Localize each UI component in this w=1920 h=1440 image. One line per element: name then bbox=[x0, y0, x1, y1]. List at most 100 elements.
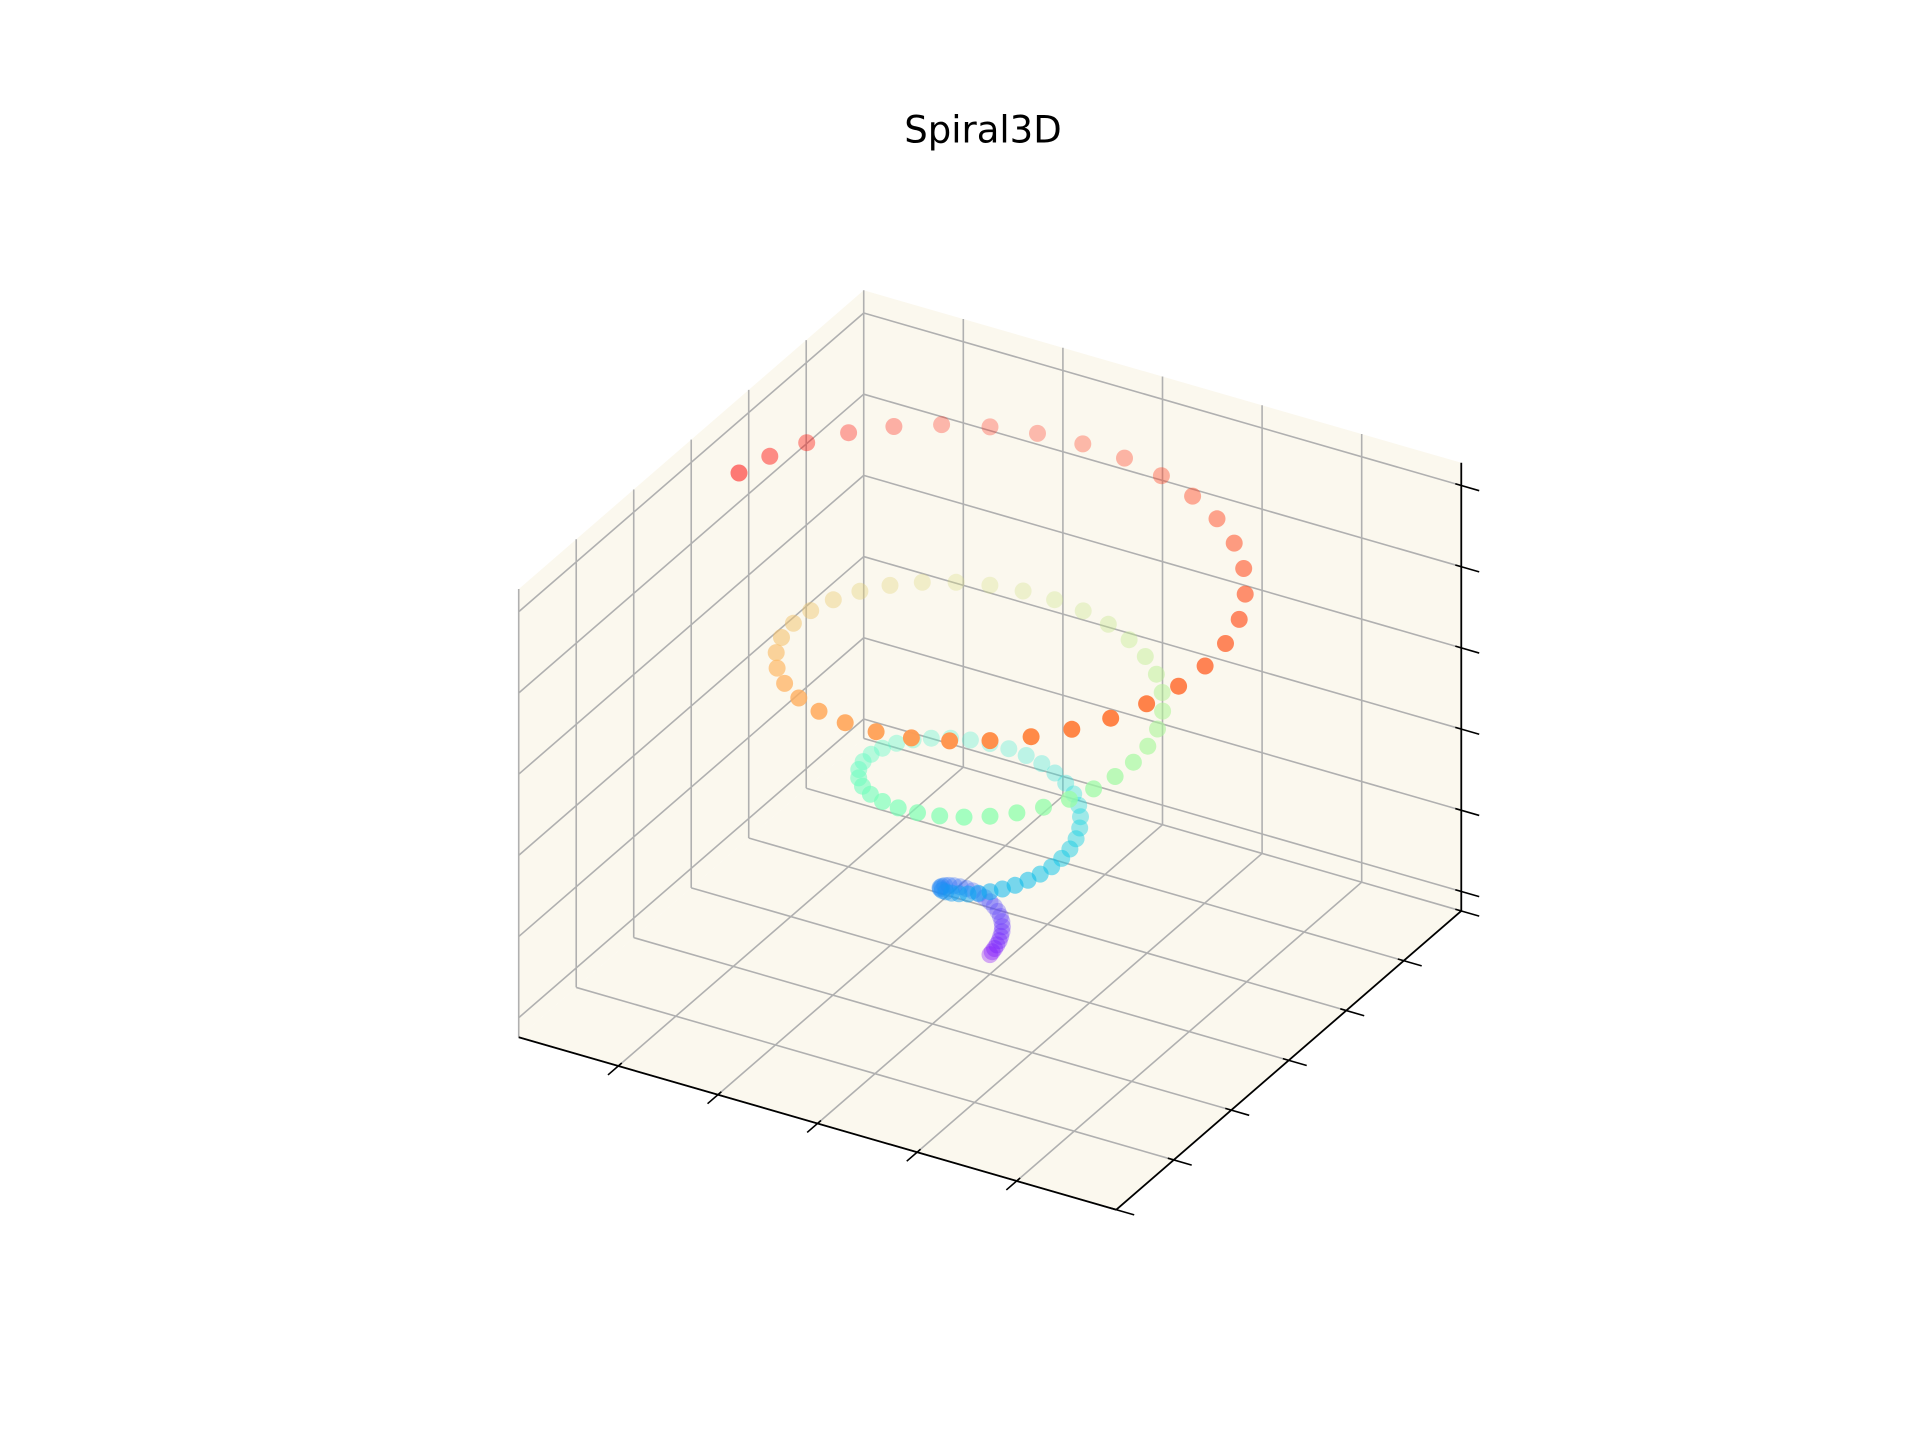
point bbox=[1006, 876, 1024, 894]
grid-line bbox=[690, 887, 1290, 1062]
point bbox=[1116, 449, 1133, 467]
point bbox=[931, 880, 949, 898]
point bbox=[1102, 709, 1120, 727]
y-tick bbox=[1455, 908, 1480, 917]
point bbox=[885, 418, 903, 435]
point bbox=[730, 464, 748, 482]
z-tick bbox=[1455, 807, 1480, 817]
point bbox=[931, 807, 949, 825]
point bbox=[1085, 780, 1103, 798]
chart-title: Spiral3D bbox=[904, 109, 1061, 152]
point bbox=[988, 936, 1006, 954]
point bbox=[985, 897, 1003, 915]
grid-line bbox=[748, 837, 1347, 1012]
point bbox=[1074, 435, 1092, 453]
point bbox=[873, 739, 891, 757]
grid-line bbox=[633, 936, 1232, 1111]
point bbox=[768, 659, 786, 677]
point bbox=[955, 808, 973, 826]
point bbox=[1230, 610, 1248, 628]
point bbox=[1152, 467, 1170, 485]
point bbox=[862, 745, 880, 763]
point bbox=[1124, 753, 1142, 771]
point bbox=[1235, 560, 1253, 577]
point bbox=[888, 734, 906, 752]
point bbox=[1046, 591, 1064, 609]
grid-line bbox=[518, 312, 865, 613]
x-tick bbox=[607, 1062, 623, 1076]
point bbox=[1019, 871, 1037, 889]
point bbox=[981, 732, 999, 750]
point bbox=[1147, 665, 1165, 683]
point bbox=[840, 424, 858, 442]
grid-line bbox=[518, 637, 865, 938]
point bbox=[802, 602, 820, 620]
point bbox=[773, 629, 790, 646]
point bbox=[761, 447, 779, 465]
grid-line bbox=[518, 555, 865, 856]
point bbox=[945, 877, 963, 895]
point bbox=[1008, 804, 1026, 822]
point bbox=[993, 918, 1011, 936]
point bbox=[909, 804, 926, 822]
point bbox=[1063, 720, 1081, 738]
z-tick bbox=[1455, 564, 1480, 573]
grid-line bbox=[518, 718, 865, 1019]
grid-line bbox=[518, 474, 865, 775]
point bbox=[776, 674, 794, 692]
point bbox=[889, 799, 907, 817]
grid-line bbox=[863, 393, 1462, 568]
point bbox=[1035, 798, 1052, 816]
point bbox=[1071, 819, 1089, 837]
point bbox=[1099, 615, 1117, 633]
y-tick bbox=[1282, 1057, 1307, 1067]
z-tick bbox=[1455, 483, 1480, 492]
z-tick bbox=[1455, 645, 1480, 654]
z-tick bbox=[1455, 726, 1480, 736]
point bbox=[1138, 695, 1156, 713]
point bbox=[1067, 830, 1085, 848]
point bbox=[1033, 755, 1051, 773]
y-tick bbox=[1397, 958, 1422, 967]
point bbox=[1196, 657, 1214, 675]
point bbox=[947, 573, 965, 591]
point bbox=[922, 729, 940, 747]
point bbox=[933, 416, 951, 434]
point bbox=[1136, 648, 1154, 665]
grid-line bbox=[863, 555, 1462, 730]
point bbox=[1153, 684, 1171, 701]
grid-line bbox=[805, 787, 1405, 962]
point bbox=[1057, 774, 1075, 792]
point bbox=[913, 573, 931, 591]
point bbox=[936, 877, 954, 895]
point bbox=[874, 793, 891, 810]
point bbox=[937, 883, 955, 901]
point bbox=[1014, 582, 1032, 600]
point bbox=[981, 807, 999, 825]
point bbox=[992, 927, 1010, 945]
point bbox=[983, 943, 1001, 961]
point bbox=[790, 689, 808, 707]
grid-line bbox=[863, 474, 1462, 649]
point bbox=[931, 879, 949, 896]
point bbox=[810, 702, 828, 720]
point bbox=[1022, 728, 1040, 746]
point bbox=[981, 946, 999, 964]
point bbox=[1072, 808, 1089, 826]
point bbox=[1046, 764, 1064, 782]
point bbox=[993, 913, 1011, 931]
grid-line bbox=[518, 393, 865, 694]
point bbox=[933, 877, 951, 895]
point bbox=[1149, 720, 1166, 738]
point bbox=[767, 644, 785, 662]
grid-line bbox=[863, 737, 1462, 912]
x-tick bbox=[1005, 1177, 1021, 1191]
grid-line bbox=[863, 312, 1462, 487]
point bbox=[1000, 740, 1018, 758]
y-tick bbox=[1167, 1157, 1192, 1166]
point bbox=[981, 418, 999, 436]
x-tick bbox=[707, 1091, 722, 1105]
point bbox=[1120, 631, 1138, 649]
